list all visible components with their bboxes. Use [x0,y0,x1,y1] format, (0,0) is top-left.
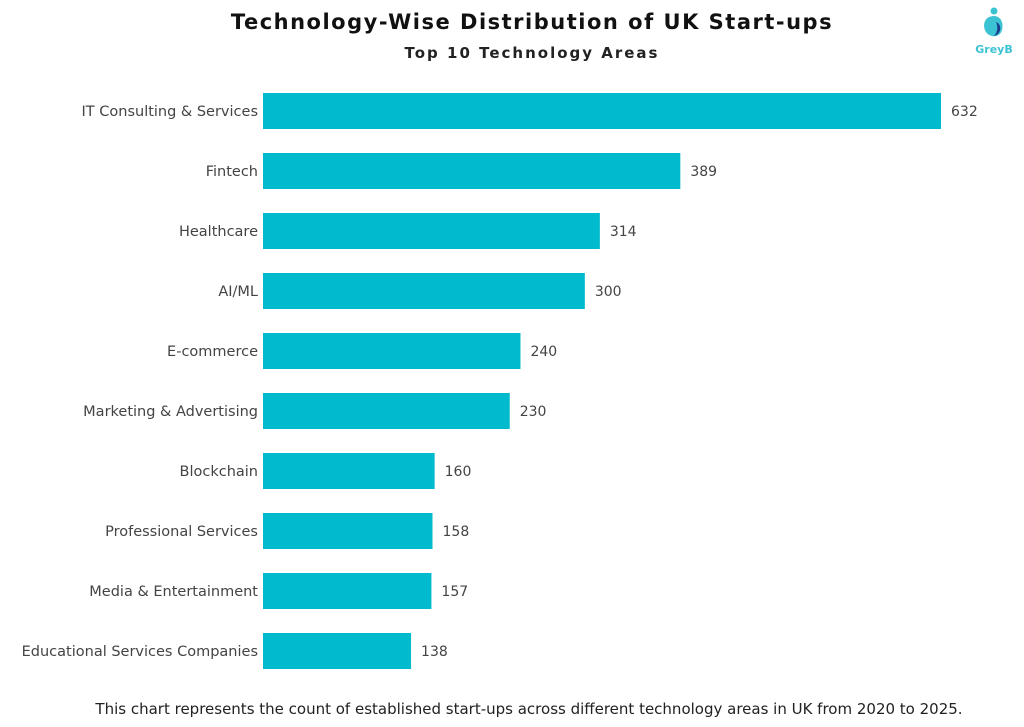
svg-text:GreyB: GreyB [975,43,1012,56]
bar [263,333,521,369]
data-label: 138 [421,644,448,660]
data-label: 158 [443,524,470,540]
category-label: Fintech [206,164,258,180]
chart-footnote: This chart represents the count of estab… [95,700,963,718]
data-label: 240 [530,344,557,360]
data-label: 389 [690,164,717,180]
data-label: 314 [610,224,637,240]
greyb-logo: GreyB [972,6,1016,56]
data-label: 300 [595,284,622,300]
category-label: Professional Services [105,524,258,540]
data-label: 157 [441,584,468,600]
category-label: IT Consulting & Services [82,104,258,120]
data-label: 632 [951,104,978,120]
data-label: 230 [520,404,547,420]
bar [263,453,435,489]
category-label: Healthcare [179,224,258,240]
bar [263,393,510,429]
category-label: Blockchain [180,464,258,480]
bar [263,633,412,669]
chart-subtitle: Top 10 Technology Areas [404,44,660,62]
category-label: Educational Services Companies [22,644,258,660]
category-label: AI/ML [218,284,258,300]
chart-title: Technology-Wise Distribution of UK Start… [230,10,834,34]
bar [263,93,941,129]
category-label: Media & Entertainment [89,584,258,600]
bar [263,273,585,309]
bar [263,153,681,189]
category-label: E-commerce [167,344,258,360]
category-label: Marketing & Advertising [83,404,258,420]
data-label: 160 [445,464,472,480]
bar [263,513,433,549]
bar [263,213,600,249]
bar [263,573,432,609]
